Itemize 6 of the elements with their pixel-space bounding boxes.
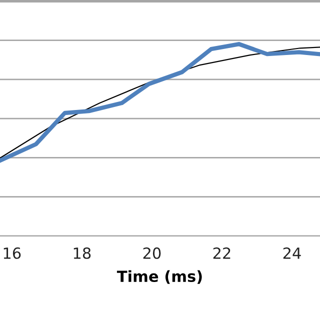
x-tick-label: 16 [4,247,21,259]
x-tick-label: 18 [74,247,91,259]
x-axis-title: Time (ms) [116,270,202,284]
x-tick-label: 22 [213,247,230,259]
x-tick-label: 20 [143,247,161,259]
x-tick-label: 24 [283,247,301,259]
